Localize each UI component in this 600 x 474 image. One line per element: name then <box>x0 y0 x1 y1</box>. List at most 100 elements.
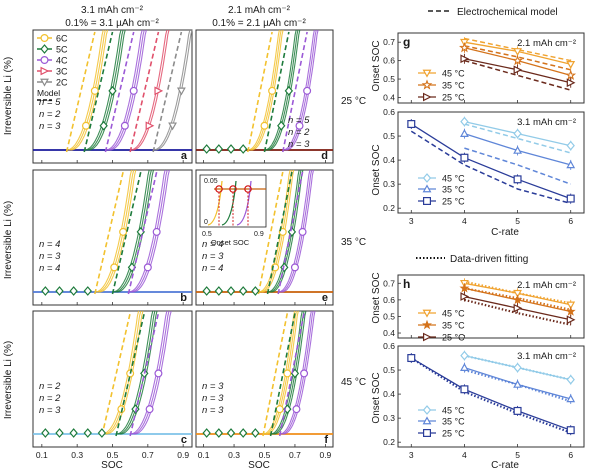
inset-ytick-0: 0.05 <box>204 178 218 185</box>
inset-xtick-1: 0.9 <box>254 231 264 238</box>
ytick-label-8-2: 0.6 <box>383 295 395 305</box>
model-line-a-2C <box>152 31 183 153</box>
model-line-e-4C <box>277 171 304 295</box>
model-line-b-5C <box>111 171 142 295</box>
model-line-a-3C <box>129 31 160 153</box>
panel-letter-g: g <box>403 35 410 49</box>
legend-marker-6C <box>40 33 49 42</box>
point-7-2-3 <box>566 194 575 203</box>
n-label-f-0: n = 3 <box>202 381 224 392</box>
n-label-a-2: n = 3 <box>39 121 61 132</box>
legend-marker-6-2 <box>423 92 432 102</box>
baseline-marker-b-3 <box>83 286 92 296</box>
marker-d-4C-1 <box>303 86 312 95</box>
baseline-marker-b-2 <box>69 286 78 296</box>
legend-marker-8-0 <box>422 309 432 318</box>
ytick-label-6-1: 0.5 <box>383 74 395 84</box>
xlabel-left: SOC <box>101 460 123 471</box>
point-7-0-3 <box>566 140 575 151</box>
electrochemical-model-legend: Electrochemical model <box>457 7 558 18</box>
model-line-f-5C <box>269 312 296 437</box>
panel-letter-f: f <box>324 434 328 446</box>
panel-letter-c: c <box>181 434 187 446</box>
marker-a-5C-1 <box>108 85 117 96</box>
marker-b-6C-1 <box>119 227 128 236</box>
n-label-c-2: n = 3 <box>39 405 61 416</box>
marker-b-4C-0 <box>143 263 152 272</box>
marker-f-4C-1 <box>300 369 309 378</box>
xtick-label-f-4: 0.9 <box>319 450 331 460</box>
ylabel-row2: Irreversible Li (%) <box>3 201 14 279</box>
point-9-0-2 <box>513 362 522 373</box>
ytick-label-8-0: 0.4 <box>383 328 395 338</box>
point-7-2-0 <box>407 120 416 129</box>
middle-resolution-header: 0.1% = 2.1 µAh cm⁻² <box>212 18 306 29</box>
point-6-2-0 <box>460 54 470 64</box>
legend-label-9-2: 25 °C <box>442 429 465 439</box>
legend-marker-5C <box>40 44 49 54</box>
n-label-a-0: n = 5 <box>39 97 61 108</box>
curve-b-4C-2 <box>132 169 170 293</box>
legend-marker-7-1 <box>422 184 432 193</box>
curve-a-4C-2 <box>109 29 147 151</box>
point-8-0-1 <box>513 289 522 298</box>
legend-marker-6-1 <box>421 79 433 90</box>
trend-model-7-2 <box>410 130 571 205</box>
marker-e-4C-0 <box>290 263 299 272</box>
point-8-2-1 <box>513 303 523 313</box>
point-8-2-2 <box>566 315 576 325</box>
marker-a-5C-0 <box>99 120 108 131</box>
point-6-1-0 <box>459 42 470 53</box>
model-line-c-6C <box>101 312 131 437</box>
marker-c-5C-0 <box>131 404 140 415</box>
curve-c-4C-2 <box>134 310 172 435</box>
onset-ylabel-g2: Onset SOC <box>371 144 382 195</box>
model-line-a-6C <box>65 31 96 153</box>
baseline-marker-e-3 <box>239 286 248 296</box>
left-resolution-header: 0.1% = 3.1 µAh cm⁻² <box>65 18 159 29</box>
middle-capacity-header: 2.1 mAh cm⁻² <box>228 5 291 16</box>
legend-label-2C: 2C <box>56 78 68 88</box>
xtick-label-f-1: 0.3 <box>228 450 240 460</box>
marker-c-4C-0 <box>145 405 154 414</box>
xtick-label-f-2: 0.5 <box>259 450 271 460</box>
capacity-label-7: 3.1 mAh cm⁻² <box>517 117 576 128</box>
legend-label-7-1: 35 °C <box>442 185 465 195</box>
baseline-marker-d-3 <box>239 144 248 154</box>
legend-marker-9-1 <box>422 416 432 425</box>
n-label-f-2: n = 3 <box>202 405 224 416</box>
xtick-label-c-0: 0.1 <box>36 450 48 460</box>
n-label-b-0: n = 4 <box>39 239 60 250</box>
xtick-label-7-1: 4 <box>462 216 467 226</box>
xtick-label-9-2: 5 <box>515 450 520 460</box>
inset-label: Onset SOC <box>211 238 250 247</box>
model-line-d-5C <box>263 31 290 153</box>
n-label-c-0: n = 2 <box>39 381 61 392</box>
point-6-0-1 <box>513 48 522 57</box>
ytick-label-9-0: 0.2 <box>383 437 395 447</box>
model-line-f-4C <box>278 312 305 437</box>
curve-f-5C-2 <box>273 310 307 435</box>
panel-frame-b <box>32 169 193 306</box>
ytick-label-7-4: 0.6 <box>383 107 395 117</box>
model-line-a-5C <box>83 31 114 153</box>
marker-d-5C-0 <box>277 120 286 131</box>
ytick-label-7-2: 0.4 <box>383 155 395 165</box>
model-line-e-6C <box>257 171 284 295</box>
xtick-label-c-3: 0.7 <box>142 450 154 460</box>
curve-b-6C-2 <box>98 169 137 293</box>
ytick-label-7-0: 0.2 <box>383 203 395 213</box>
marker-a-2C-0 <box>168 122 177 131</box>
trend-fit-9-1 <box>464 368 572 403</box>
model-line-d-4C <box>281 31 308 153</box>
n-label-e-1: n = 3 <box>202 251 224 262</box>
capacity-label-9: 3.1 mAh cm⁻² <box>517 351 576 362</box>
marker-a-2C-1 <box>176 87 186 96</box>
ytick-label-8-1: 0.5 <box>383 311 395 321</box>
trend-fit-8-0 <box>464 280 571 305</box>
trend-model-6-0 <box>464 37 571 62</box>
point-6-1-2 <box>565 69 577 80</box>
point-6-2-2 <box>566 78 576 88</box>
point-6-1-1 <box>512 54 523 66</box>
